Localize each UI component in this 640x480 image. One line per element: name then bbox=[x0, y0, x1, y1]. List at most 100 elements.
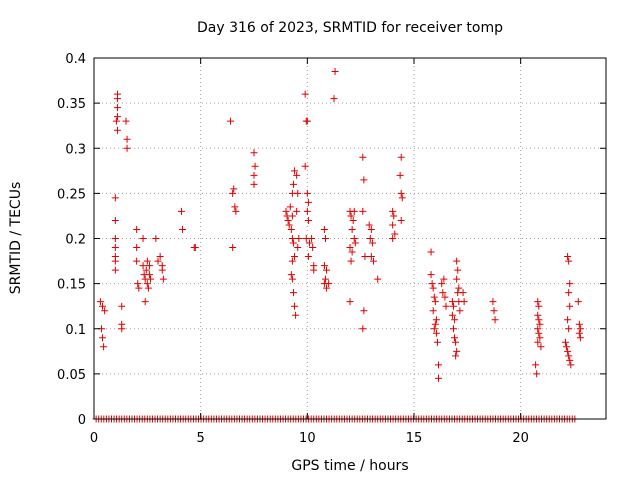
data-point bbox=[113, 126, 121, 134]
data-point bbox=[566, 302, 574, 310]
data-point bbox=[289, 180, 297, 188]
data-point bbox=[361, 253, 369, 261]
data-point bbox=[490, 307, 498, 315]
data-point bbox=[323, 266, 331, 274]
data-point bbox=[398, 194, 406, 202]
data-point bbox=[308, 235, 316, 242]
data-point bbox=[122, 117, 130, 125]
data-point bbox=[139, 262, 147, 270]
data-point bbox=[374, 275, 382, 283]
data-point bbox=[452, 338, 460, 346]
data-point bbox=[451, 334, 459, 342]
data-point bbox=[231, 203, 239, 211]
y-tick-label: 0.15 bbox=[57, 278, 86, 293]
data-point bbox=[533, 370, 541, 378]
data-point bbox=[289, 239, 297, 247]
data-point bbox=[452, 352, 460, 360]
data-point bbox=[566, 280, 574, 288]
data-point bbox=[301, 162, 309, 170]
data-point bbox=[432, 329, 440, 337]
y-tick-label: 0.2 bbox=[65, 233, 86, 248]
data-point bbox=[325, 280, 333, 288]
data-point bbox=[534, 298, 542, 306]
data-point bbox=[455, 284, 463, 292]
data-point bbox=[366, 235, 374, 242]
data-point bbox=[397, 189, 405, 197]
data-point bbox=[154, 257, 162, 265]
data-point bbox=[389, 207, 397, 215]
data-point bbox=[448, 311, 456, 319]
data-point bbox=[532, 361, 540, 369]
data-point bbox=[123, 144, 131, 152]
data-point bbox=[397, 216, 405, 224]
data-point bbox=[288, 257, 296, 265]
data-point bbox=[304, 198, 312, 206]
data-point bbox=[135, 284, 143, 292]
data-point bbox=[389, 235, 397, 242]
data-point bbox=[289, 289, 297, 297]
data-point bbox=[390, 212, 398, 220]
data-point bbox=[575, 329, 583, 337]
data-point bbox=[397, 153, 405, 161]
data-point bbox=[440, 275, 448, 283]
data-point bbox=[294, 189, 302, 197]
data-point bbox=[459, 289, 467, 297]
data-point bbox=[99, 302, 107, 310]
data-point bbox=[359, 153, 367, 161]
data-point bbox=[574, 298, 582, 306]
data-point bbox=[139, 235, 147, 242]
data-point bbox=[250, 180, 258, 188]
data-point bbox=[347, 212, 355, 220]
data-point bbox=[346, 244, 354, 252]
data-point bbox=[145, 271, 153, 279]
data-point bbox=[453, 257, 461, 265]
y-tick-label: 0.3 bbox=[65, 142, 86, 157]
data-point bbox=[534, 338, 542, 346]
data-point bbox=[564, 253, 572, 261]
data-point bbox=[350, 235, 358, 242]
data-point bbox=[282, 207, 290, 215]
data-point bbox=[347, 257, 355, 265]
data-point bbox=[575, 320, 583, 328]
data-point bbox=[251, 162, 259, 170]
data-point bbox=[304, 253, 312, 261]
data-point bbox=[147, 275, 155, 283]
data-point bbox=[429, 284, 437, 292]
data-point bbox=[118, 302, 126, 310]
data-point bbox=[305, 239, 313, 247]
data-point bbox=[430, 325, 438, 333]
data-point bbox=[351, 239, 359, 247]
data-point bbox=[321, 275, 329, 283]
data-point bbox=[292, 311, 300, 319]
data-point bbox=[227, 117, 235, 125]
data-point bbox=[303, 189, 311, 197]
data-point bbox=[435, 374, 443, 382]
data-point bbox=[359, 325, 367, 333]
data-point bbox=[360, 307, 368, 315]
data-point bbox=[348, 248, 356, 256]
data-point bbox=[368, 239, 376, 247]
data-point bbox=[565, 289, 573, 297]
data-point bbox=[113, 104, 121, 112]
data-point bbox=[111, 244, 119, 252]
data-point bbox=[435, 361, 443, 369]
data-point bbox=[369, 257, 377, 265]
data-point bbox=[133, 225, 141, 233]
data-point bbox=[491, 316, 499, 324]
data-point bbox=[367, 253, 375, 261]
data-point bbox=[565, 257, 573, 265]
data-point bbox=[348, 225, 356, 233]
data-point bbox=[310, 266, 318, 274]
data-point bbox=[331, 68, 339, 76]
y-tick-label: 0.05 bbox=[57, 368, 86, 383]
data-point bbox=[453, 347, 461, 355]
data-point bbox=[143, 257, 151, 265]
data-point bbox=[536, 334, 544, 342]
data-point bbox=[359, 207, 367, 215]
data-point bbox=[288, 212, 296, 220]
x-axis-label: GPS time / hours bbox=[291, 458, 408, 474]
data-point bbox=[111, 235, 119, 242]
data-point bbox=[152, 235, 160, 242]
data-point bbox=[118, 325, 126, 333]
